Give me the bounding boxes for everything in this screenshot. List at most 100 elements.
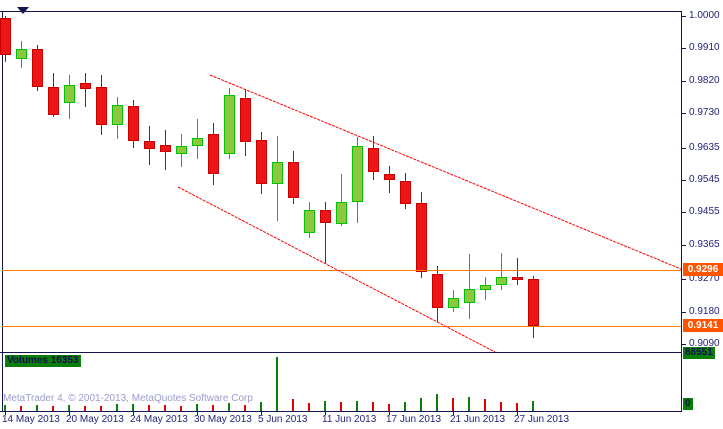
volume-bar: [52, 406, 54, 411]
volume-indicator-pane: [0, 352, 681, 411]
candle-wick: [469, 254, 470, 319]
candle-body: [400, 181, 411, 204]
candle-body: [496, 277, 507, 285]
time-axis-tick: [5, 411, 6, 415]
volume-bar: [260, 402, 262, 411]
price-axis-label: 1.0000: [689, 10, 720, 21]
upper-channel-line[interactable]: [209, 74, 681, 270]
candle-body: [96, 87, 107, 125]
volume-bar: [84, 406, 86, 411]
time-axis-label: 5 Jun 2013: [258, 414, 308, 425]
candle-body: [0, 18, 11, 55]
time-axis-tick: [325, 411, 326, 415]
candle-body: [112, 105, 123, 125]
volume-scale-max-badge: 88551: [683, 347, 715, 359]
volume-bar: [148, 405, 150, 411]
candle-wick: [325, 202, 326, 263]
axis-separator-border: [681, 11, 682, 411]
volumes-indicator-label: Volumes 16353: [5, 355, 81, 367]
volume-bar: [500, 402, 502, 411]
candle-body: [512, 277, 523, 280]
volume-bar: [388, 404, 390, 411]
candle-body: [256, 140, 267, 184]
candle-body: [368, 148, 379, 172]
candle-body: [160, 145, 171, 152]
volume-bar: [484, 399, 486, 411]
time-axis-label: 14 May 2013: [2, 414, 60, 425]
time-axis-tick: [133, 411, 134, 415]
candle-body: [32, 49, 43, 87]
time-axis-tick: [197, 411, 198, 415]
pane-separator-border: [0, 352, 681, 353]
volume-bar: [196, 404, 198, 411]
price-axis-label: 0.9820: [689, 75, 720, 86]
price-axis-label: 0.9365: [689, 239, 720, 250]
volume-bar: [324, 401, 326, 411]
candle-body: [48, 87, 59, 115]
price-axis-label: 0.9090: [689, 338, 720, 349]
time-axis-label: 17 Jun 2013: [386, 414, 442, 425]
time-axis-label: 30 May 2013: [194, 414, 252, 425]
candle-body: [176, 146, 187, 154]
volume-bar: [292, 399, 294, 411]
horizontal-level-line[interactable]: [2, 270, 681, 271]
trendlines-overlay: [177, 74, 681, 352]
price-axis-label: 0.9545: [689, 174, 720, 185]
candle-body: [16, 49, 27, 59]
volume-bar: [356, 401, 358, 411]
volume-bar: [228, 403, 230, 411]
candle-body: [224, 95, 235, 154]
chart-top-border: [0, 11, 681, 12]
price-axis-tick: [681, 113, 686, 114]
price-axis-label: 0.9270: [689, 273, 720, 284]
candle-body: [336, 202, 347, 224]
candle-body: [464, 289, 475, 303]
lower-channel-line[interactable]: [177, 186, 496, 352]
volume-bar: [132, 404, 134, 411]
chart-left-border: [2, 11, 3, 411]
time-axis-label: 11 Jun 2013: [322, 414, 377, 425]
volume-bar: [516, 403, 518, 411]
price-axis-label: 0.9635: [689, 142, 720, 153]
time-axis-label: 20 May 2013: [66, 414, 124, 425]
candle-body: [208, 134, 219, 174]
volume-bar: [404, 402, 406, 411]
volume-bar: [468, 397, 470, 411]
volume-bar: [532, 401, 534, 411]
candle-body: [384, 174, 395, 180]
volume-bar: [4, 405, 6, 411]
volume-bar: [372, 402, 374, 411]
volume-bar: [68, 405, 70, 411]
volume-bar: [180, 406, 182, 411]
time-axis-tick: [261, 411, 262, 415]
volume-bar: [36, 405, 38, 411]
candle-body: [528, 279, 539, 326]
time-axis-tick: [389, 411, 390, 415]
candle-body: [416, 203, 427, 272]
platform-watermark: MetaTrader 4, © 2001-2013, MetaQuotes So…: [3, 393, 253, 404]
candle-body: [320, 210, 331, 223]
time-axis-baseline: [0, 411, 682, 412]
volume-bar: [436, 394, 438, 411]
candle-body: [192, 138, 203, 146]
candle-wick: [85, 73, 86, 107]
candle-body: [304, 210, 315, 233]
price-axis-tick: [681, 245, 686, 246]
price-axis-tick: [681, 48, 686, 49]
price-axis-label: 0.9910: [689, 42, 720, 53]
price-axis-tick: [681, 312, 686, 313]
candle-body: [64, 85, 75, 103]
horizontal-level-line[interactable]: [2, 326, 681, 327]
candle-wick: [341, 174, 342, 226]
time-axis-tick: [453, 411, 454, 415]
candle-body: [144, 141, 155, 149]
chart-shift-marker-icon[interactable]: [17, 7, 29, 14]
candle-body: [480, 285, 491, 290]
candle-body: [288, 162, 299, 198]
volume-bar: [276, 357, 278, 411]
price-axis-label: 0.9180: [689, 306, 720, 317]
volume-bar: [100, 406, 102, 411]
price-chart-pane: [0, 16, 681, 338]
price-axis-tick: [681, 16, 686, 17]
